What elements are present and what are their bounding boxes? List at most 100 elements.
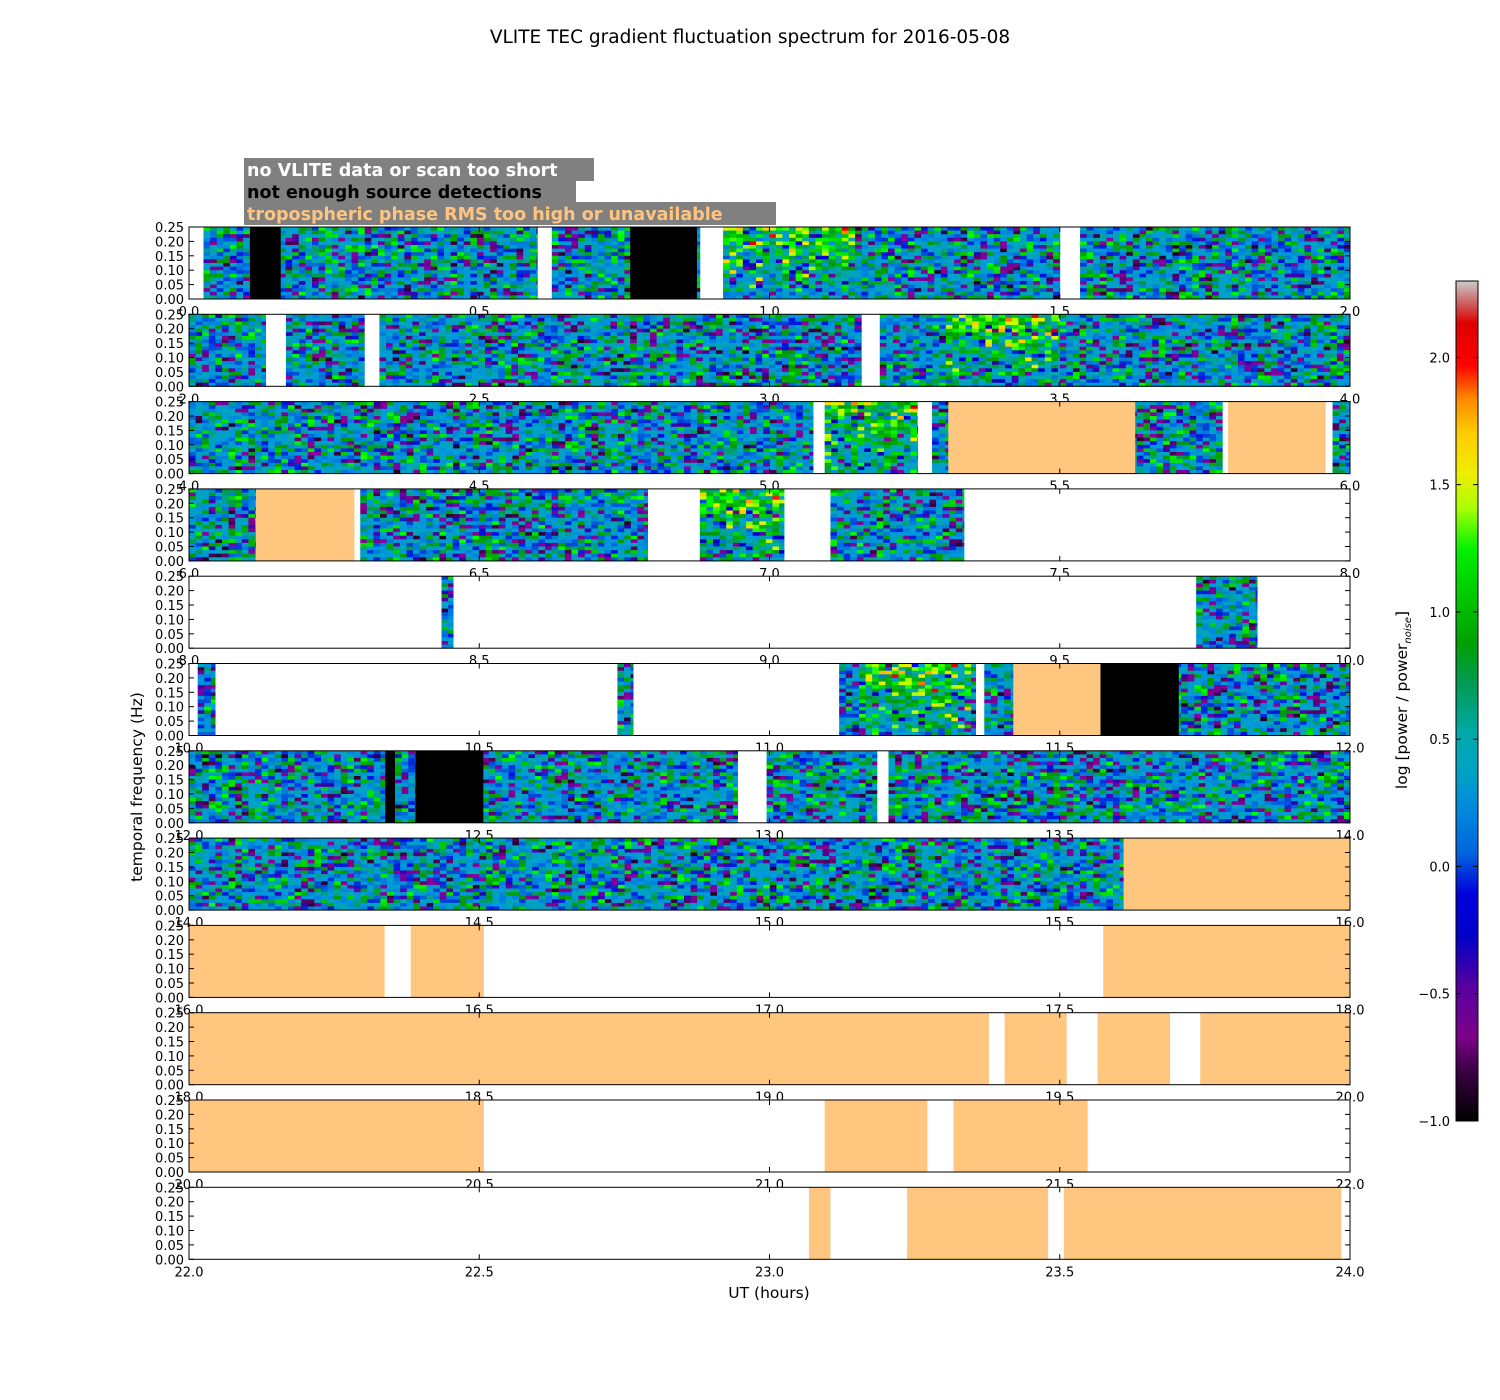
heatmap-cell: [1278, 291, 1286, 296]
heatmap-cell: [471, 364, 479, 369]
heatmap-cell: [457, 277, 465, 282]
heatmap-cell: [243, 263, 251, 267]
heatmap-cell: [565, 263, 573, 267]
heatmap-cell: [881, 259, 889, 264]
heatmap-cell: [1046, 288, 1054, 293]
heatmap-cell: [1278, 284, 1286, 289]
heatmap-cell: [697, 237, 701, 242]
heatmap-cell: [331, 288, 339, 293]
heatmap-cell: [377, 230, 385, 235]
heatmap-cell: [868, 230, 876, 235]
heatmap-cell: [236, 227, 244, 231]
heatmap-cell: [1006, 248, 1014, 253]
heatmap-cell: [676, 368, 684, 373]
heatmap-cell: [888, 227, 896, 231]
heatmap-cell: [557, 321, 565, 326]
heatmap-cell: [940, 288, 948, 293]
heatmap-cell: [874, 270, 882, 275]
heatmap-cell: [769, 281, 777, 285]
heatmap-cell: [338, 357, 346, 362]
heatmap-cell: [722, 361, 730, 366]
heatmap-cell: [1251, 284, 1259, 289]
heatmap-cell: [478, 379, 486, 384]
heatmap-cell: [650, 350, 657, 355]
heatmap-cell: [1225, 270, 1233, 275]
heatmap-cell: [697, 241, 701, 246]
heatmap-cell: [386, 379, 393, 384]
heatmap-cell: [299, 357, 307, 362]
heatmap-cell: [392, 353, 400, 358]
heatmap-cell: [476, 263, 484, 267]
heatmap-cell: [1126, 255, 1134, 260]
heatmap-cell: [1218, 263, 1226, 267]
heatmap-cell: [1026, 230, 1034, 235]
heatmap-cell: [529, 234, 537, 239]
heatmap-cell: [822, 241, 830, 246]
heatmap-cell: [611, 234, 619, 239]
heatmap-cell: [1106, 291, 1114, 296]
heatmap-cell: [208, 321, 216, 326]
heatmap-cell: [597, 379, 605, 384]
heatmap-cell: [338, 237, 346, 242]
heatmap-cell: [452, 332, 459, 337]
heatmap-cell: [208, 368, 216, 373]
heatmap-cell: [611, 266, 619, 271]
heatmap-cell: [604, 227, 612, 231]
heatmap-cell: [208, 371, 216, 376]
heatmap-cell: [584, 248, 592, 253]
heatmap-cell: [516, 284, 524, 289]
heatmap-cell: [828, 248, 836, 253]
heatmap-cell: [669, 343, 677, 348]
heatmap-cell: [292, 255, 300, 260]
heatmap-cell: [1119, 266, 1127, 271]
heatmap-cell: [424, 234, 432, 239]
heatmap-cell: [285, 263, 293, 267]
heatmap-cell: [1284, 245, 1292, 249]
heatmap-cell: [358, 255, 366, 260]
heatmap-cell: [292, 263, 300, 267]
heatmap-cell: [261, 361, 267, 366]
heatmap-cell: [318, 248, 326, 253]
heatmap-cell: [1258, 234, 1266, 239]
heatmap-cell: [1046, 255, 1054, 260]
heatmap-cell: [604, 284, 612, 289]
heatmap-cell: [749, 339, 756, 344]
heatmap-cell: [927, 245, 935, 249]
heatmap-cell: [425, 375, 433, 380]
heatmap-cell: [795, 295, 803, 300]
heatmap-cell: [437, 288, 445, 293]
heatmap-cell: [344, 245, 352, 249]
heatmap-cell: [697, 255, 701, 260]
heatmap-cell: [1225, 255, 1233, 260]
heatmap-cell: [980, 245, 988, 249]
heatmap-cell: [1330, 241, 1338, 246]
heatmap-cell: [1192, 270, 1200, 275]
heatmap-cell: [736, 277, 744, 282]
heatmap-cell: [1099, 248, 1107, 253]
heatmap-cell: [1258, 291, 1266, 296]
heatmap-cell: [498, 328, 506, 333]
heatmap-cell: [577, 375, 585, 380]
heatmap-cell: [624, 237, 632, 242]
heatmap-cell: [1053, 255, 1061, 260]
heatmap-cell: [331, 237, 339, 242]
heatmap-cell: [261, 346, 267, 351]
heatmap-cell: [189, 321, 196, 326]
heatmap-cell: [571, 227, 579, 231]
heatmap-cell: [465, 364, 473, 369]
heatmap-cell: [1080, 288, 1088, 293]
heatmap-cell: [529, 227, 537, 231]
heatmap-cell: [729, 230, 737, 235]
heatmap-cell: [1344, 252, 1351, 257]
heatmap-cell: [603, 339, 611, 344]
heatmap-cell: [236, 281, 244, 285]
heatmap-cell: [445, 339, 453, 344]
heatmap-cell: [325, 259, 333, 264]
heatmap-cell: [676, 328, 684, 333]
heatmap-cell: [364, 277, 372, 282]
heatmap-cell: [332, 361, 340, 366]
heatmap-cell: [305, 248, 313, 253]
heatmap-cell: [305, 227, 313, 231]
heatmap-cell: [881, 288, 889, 293]
heatmap-cell: [696, 328, 704, 333]
